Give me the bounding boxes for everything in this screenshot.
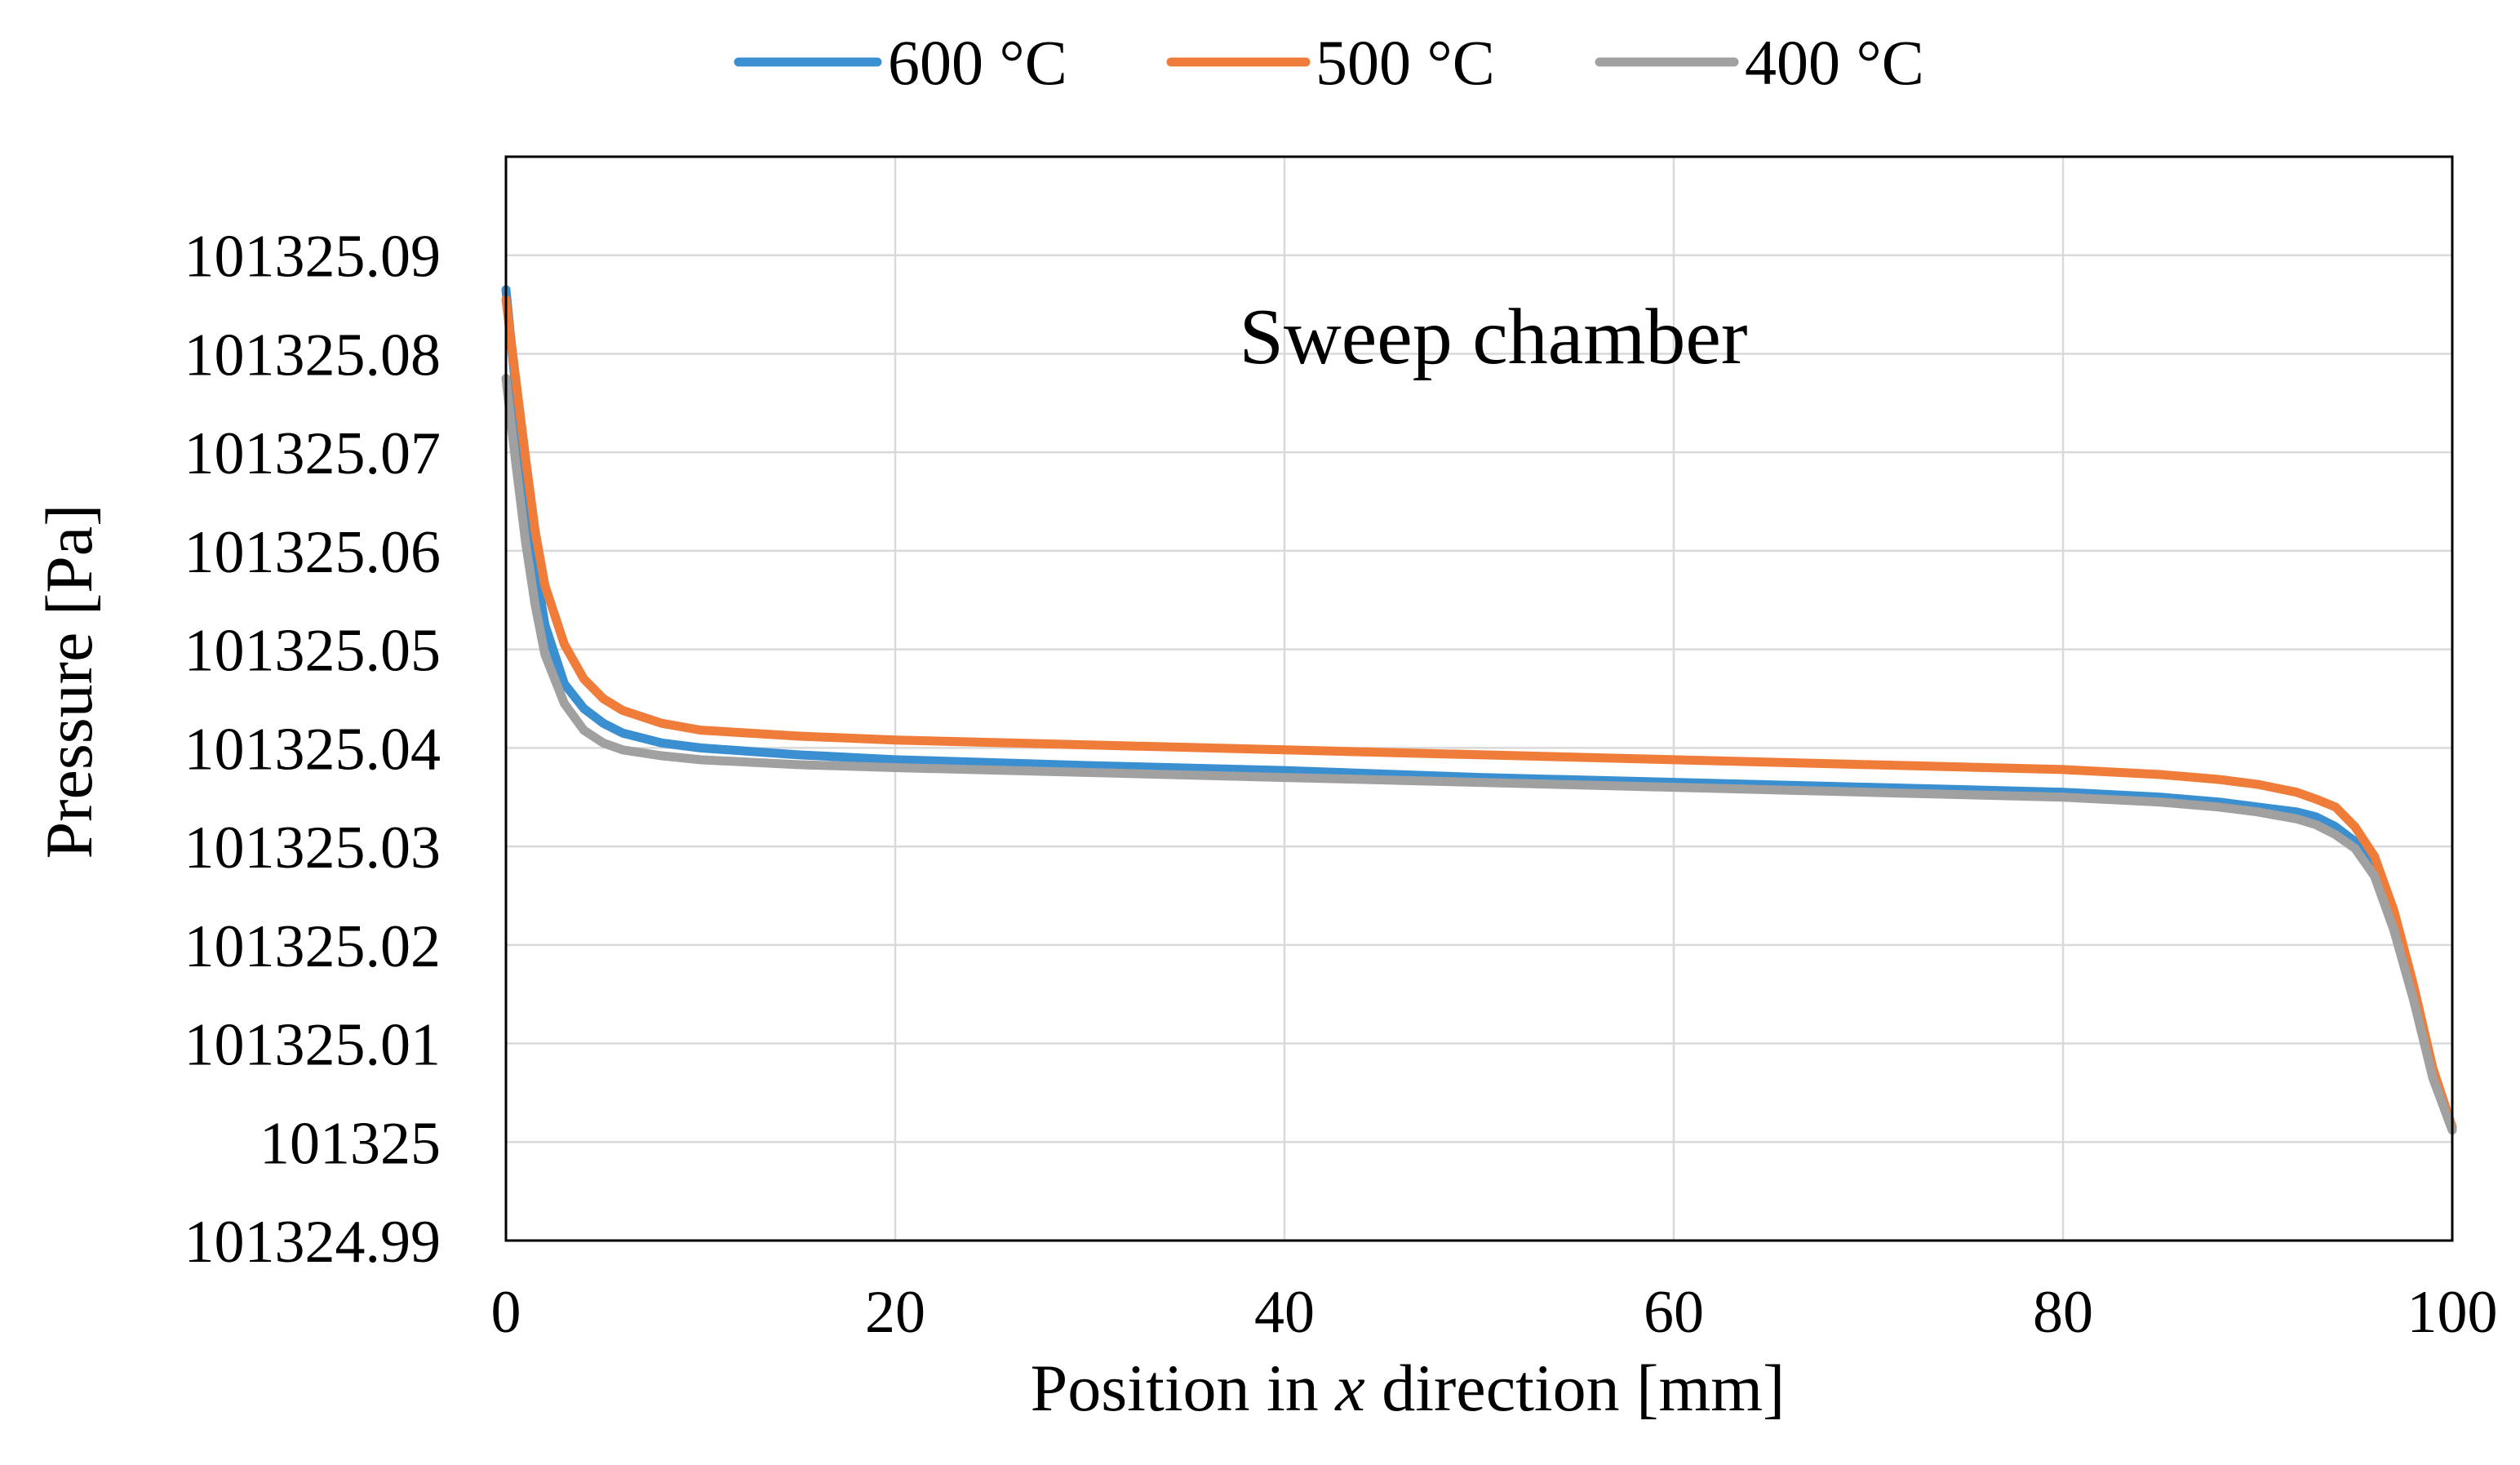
- series-line-600CC: [501, 285, 2457, 1132]
- series-line-500CC: [501, 295, 2457, 1132]
- x-axis-title-variable: x: [1334, 1351, 1364, 1425]
- x-axis-title-part-2: direction [mm]: [1365, 1351, 1786, 1425]
- x-axis-title-part-1: Position in: [1031, 1351, 1336, 1425]
- legend-label-500CC: 500 °C: [1315, 27, 1495, 98]
- x-tick-label: 60: [1644, 1279, 1704, 1346]
- y-tick-label: 101325.05: [184, 618, 441, 685]
- x-axis-title: Position in x direction [mm]: [1031, 1351, 1786, 1425]
- y-tick-label: 101325.04: [184, 716, 441, 783]
- legend-label-600CC: 600 °C: [888, 27, 1067, 98]
- legend-label-400CC: 400 °C: [1745, 27, 1924, 98]
- y-tick-label: 101325.03: [184, 815, 441, 881]
- y-tick-label: 101325.06: [184, 519, 441, 586]
- x-tick-label: 80: [2033, 1279, 2093, 1346]
- tick-layer: 101324.99 101325 101325.01 101325.02 101325.…: [184, 224, 2498, 1346]
- series-layer: [501, 285, 2457, 1135]
- y-tick-label: 101325.02: [184, 913, 441, 980]
- y-tick-label: 101325.09: [184, 224, 441, 291]
- y-tick-label: 101325.08: [184, 322, 441, 388]
- series-line-400CC: [501, 374, 2457, 1135]
- y-tick-label: 101325.07: [184, 420, 441, 487]
- y-tick-label: 101325: [260, 1110, 441, 1177]
- y-axis-title: Pressure [Pa]: [32, 504, 106, 859]
- y-tick-label: 101325.01: [184, 1012, 441, 1079]
- legend: 600 °C 500 °C 400 °C: [734, 27, 1924, 98]
- y-tick-label: 101324.99: [184, 1209, 441, 1276]
- chart-annotation: Sweep chamber: [1239, 293, 1747, 381]
- x-tick-label: 100: [2407, 1279, 2498, 1346]
- x-tick-label: 20: [865, 1279, 925, 1346]
- plot-frame: [504, 155, 2454, 1242]
- x-tick-label: 0: [491, 1279, 521, 1346]
- x-tick-label: 40: [1254, 1279, 1315, 1346]
